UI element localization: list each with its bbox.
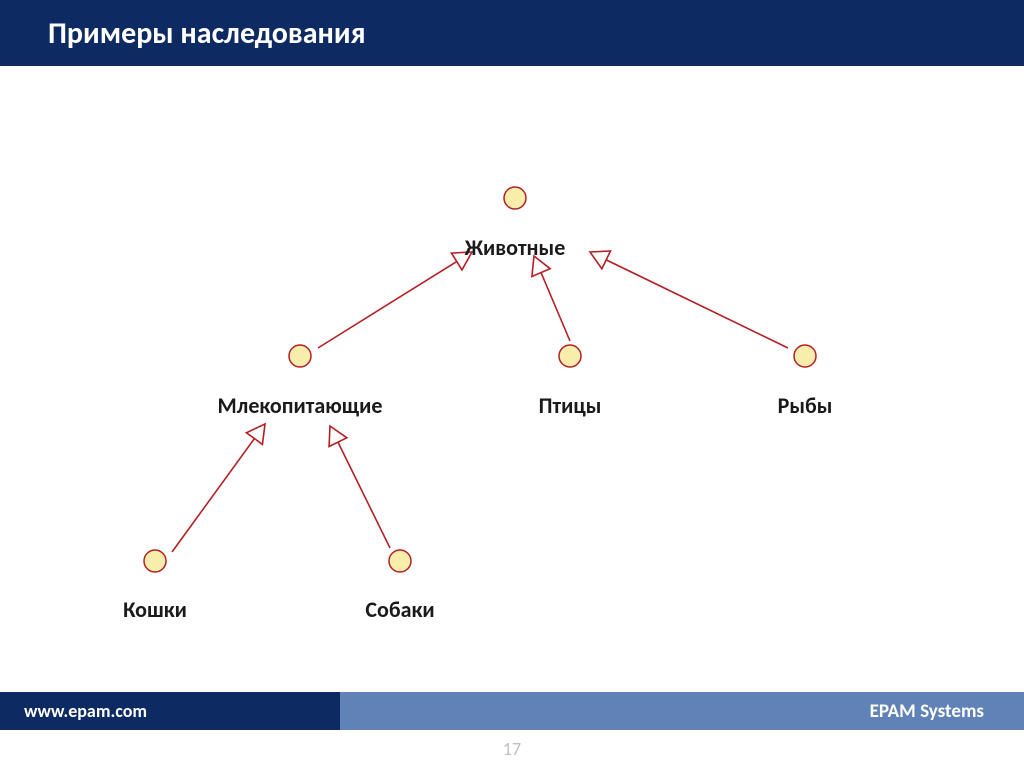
slide-header: Примеры наследования xyxy=(0,0,1024,66)
footer-right: EPAM Systems xyxy=(340,692,1024,730)
node-circle-fish xyxy=(794,345,816,367)
edge-line xyxy=(541,273,570,341)
node-circle-birds xyxy=(559,345,581,367)
node-label-fish: Рыбы xyxy=(778,392,833,419)
node-circle-animals xyxy=(504,187,526,209)
page-number: 17 xyxy=(0,738,1024,760)
node-label-animals: Животные xyxy=(465,234,566,261)
node-label-mammals: Млекопитающие xyxy=(218,392,383,419)
node-circle-dogs xyxy=(389,550,411,572)
edge-line xyxy=(172,439,254,552)
slide-title: Примеры наследования xyxy=(48,15,366,52)
node-label-cats: Кошки xyxy=(123,596,187,623)
footer-left: www.epam.com xyxy=(0,692,340,730)
edge-arrowhead xyxy=(246,424,265,444)
edge-line xyxy=(318,262,457,348)
node-circle-mammals xyxy=(289,345,311,367)
node-circle-cats xyxy=(144,550,166,572)
edge-line xyxy=(338,442,390,548)
footer-brand: EPAM Systems xyxy=(870,700,984,723)
node-label-birds: Птицы xyxy=(539,392,602,419)
footer-url: www.epam.com xyxy=(24,700,147,722)
edge-line xyxy=(606,260,788,348)
node-label-dogs: Собаки xyxy=(365,596,434,623)
diagram-canvas: Животные Млекопитающие Птицы Рыбы Кошки Собак… xyxy=(0,66,1024,692)
